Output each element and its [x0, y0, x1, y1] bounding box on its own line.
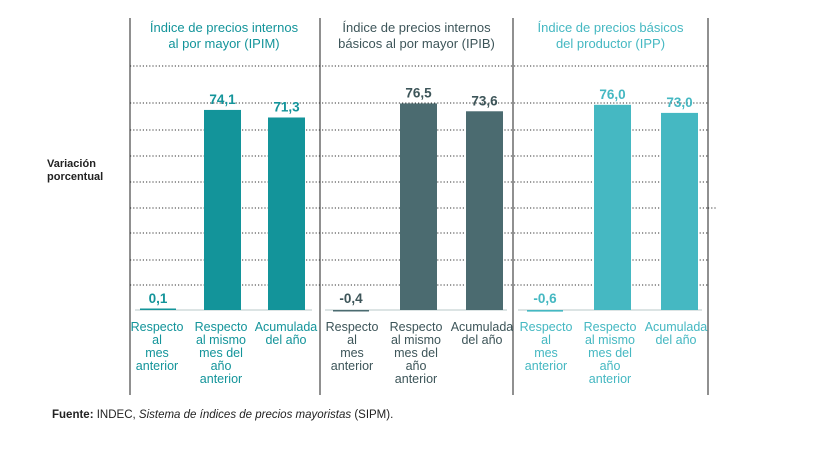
source-label: Fuente: [52, 409, 94, 421]
category-label: Respecto al mismo mes del año anterior [195, 320, 248, 386]
value-label: 76,0 [599, 87, 625, 102]
category-label-line: Respecto [584, 320, 637, 334]
category-label-line: al mismo [391, 333, 441, 347]
category-label-line: anterior [331, 359, 373, 373]
value-label: 74,1 [209, 92, 236, 107]
source-tail: (SIPM). [351, 409, 394, 421]
value-label: 76,5 [405, 85, 432, 100]
category-label: Respecto al mes anterior [520, 320, 573, 373]
category-label-line: anterior [525, 359, 567, 373]
category-label-line: anterior [395, 372, 437, 386]
category-label-line: del año [655, 333, 696, 347]
panel-title-line: Índice de precios internos [342, 20, 491, 35]
category-label-line: Respecto [520, 320, 573, 334]
category-label-line: Acumulada [645, 320, 708, 334]
panel-title: Índice de precios internos básicos al por… [338, 20, 495, 51]
bar-ipp-1 [527, 310, 563, 312]
category-label-line: mes del [199, 346, 243, 360]
bar-ipim-3 [268, 117, 305, 311]
category-label-line: del año [461, 333, 502, 347]
panel-title: Índice de precios internos al por mayor (… [150, 20, 299, 51]
bar-ipim-1 [140, 308, 176, 310]
category-label-line: año [211, 359, 232, 373]
value-label: 73,6 [471, 93, 498, 108]
category-label-line: mes [145, 346, 169, 360]
panel-title-line: del productor (IPP) [556, 36, 665, 51]
category-label-line: mes del [588, 346, 632, 360]
category-label-line: Acumulada [255, 320, 318, 334]
value-label: -0,4 [339, 291, 363, 306]
category-label-line: año [600, 359, 621, 373]
category-label-line: Respecto [390, 320, 443, 334]
category-label-line: Acumulada [451, 320, 514, 334]
category-label-line: del año [265, 333, 306, 347]
category-label-line: anterior [589, 372, 631, 386]
category-label-line: Respecto [195, 320, 248, 334]
category-label-line: al mismo [585, 333, 635, 347]
panel-title-line: básicos al por mayor (IPIB) [338, 36, 495, 51]
category-label: Acumulada del año [255, 320, 318, 347]
source-title: Sistema de índices de precios mayoristas [138, 409, 352, 421]
bar-ipim-2 [204, 109, 241, 311]
panel-title: Índice de precios básicos del productor (… [538, 20, 684, 51]
category-label-line: al [541, 333, 551, 347]
y-axis-label: Variación porcentual [47, 158, 103, 183]
source-org: INDEC, [93, 409, 139, 421]
category-label-line: anterior [200, 372, 242, 386]
bar-ipp-3 [661, 112, 698, 311]
category-label-line: mes [534, 346, 558, 360]
source-note: Fuente: INDEC, Sistema de índices de pre… [52, 409, 393, 421]
category-label-line: al mismo [196, 333, 246, 347]
category-label-line: mes del [394, 346, 438, 360]
category-label-line: al [347, 333, 357, 347]
value-label: 71,3 [273, 99, 300, 114]
bar-ipib-2 [400, 103, 437, 310]
category-label: Acumulada del año [451, 320, 514, 347]
bar-ipib-3 [466, 111, 503, 310]
value-label: -0,6 [533, 291, 557, 306]
bar-ipib-1 [333, 310, 369, 312]
category-label-line: al [152, 333, 162, 347]
category-label: Respecto al mismo mes del año anterior [584, 320, 637, 386]
category-label-line: mes [340, 346, 364, 360]
category-label-line: anterior [136, 359, 178, 373]
category-label: Respecto al mes anterior [131, 320, 184, 373]
value-label: 0,1 [149, 291, 168, 306]
category-label-line: Respecto [131, 320, 184, 334]
y-axis-label-line: Variación [47, 158, 96, 170]
category-label: Acumulada del año [645, 320, 708, 347]
panel-title-line: Índice de precios básicos [538, 20, 684, 35]
category-label-line: Respecto [326, 320, 379, 334]
category-label-line: año [406, 359, 427, 373]
value-label: 73,0 [666, 95, 692, 110]
category-label: Respecto al mes anterior [326, 320, 379, 373]
y-axis-label-line: porcentual [47, 171, 103, 183]
category-label: Respecto al mismo mes del año anterior [390, 320, 443, 386]
panel-title-line: Índice de precios internos [150, 20, 299, 35]
panel-title-line: al por mayor (IPIM) [168, 36, 279, 51]
bar-ipp-2 [594, 104, 631, 310]
